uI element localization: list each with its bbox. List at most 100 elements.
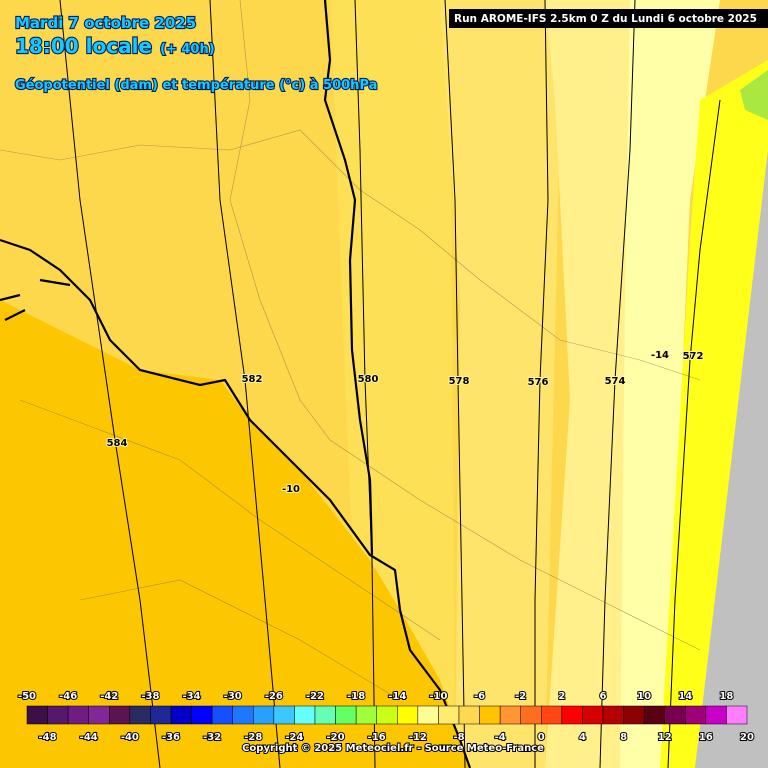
color-swatch [26, 705, 48, 725]
color-swatch [355, 705, 377, 725]
color-swatch [499, 705, 521, 725]
color-swatch [211, 705, 233, 725]
field-band [620, 0, 720, 768]
scale-label: -8 [453, 732, 464, 743]
scale-label: -46 [59, 691, 77, 702]
country-border [0, 238, 472, 768]
scale-label: -26 [265, 691, 283, 702]
run-box [449, 9, 768, 28]
color-swatch [170, 705, 192, 725]
color-swatch [67, 705, 89, 725]
scale-label: -14 [388, 691, 406, 702]
color-swatch [47, 705, 69, 725]
scale-label: -28 [244, 732, 262, 743]
scale-label: 20 [740, 732, 754, 743]
contour-label: 582 [242, 374, 263, 385]
color-scale: -50-48-46-44-42-40-38-36-34-32-30-28-26-… [17, 690, 755, 744]
contour-label: -10 [282, 484, 300, 495]
scale-label: -4 [495, 732, 506, 743]
country-border [323, 0, 374, 556]
scale-label: 16 [699, 732, 713, 743]
isoline [354, 0, 376, 768]
contour-label: 576 [528, 377, 549, 388]
color-swatch [705, 705, 727, 725]
scale-label: -10 [429, 691, 447, 702]
scale-label: -50 [18, 691, 36, 702]
color-swatch [479, 705, 501, 725]
isoline [667, 99, 721, 768]
scale-label: -38 [141, 691, 159, 702]
isoline [209, 0, 281, 768]
color-swatch [150, 705, 172, 725]
color-swatch [541, 705, 563, 725]
copyright: Copyright © 2025 Meteociel.fr - Source M… [242, 743, 544, 754]
contour-label: 584 [107, 438, 128, 449]
color-swatch [582, 705, 604, 725]
scale-label: -16 [368, 732, 386, 743]
scale-label: -20 [327, 732, 345, 743]
scale-label: 6 [600, 691, 607, 702]
scale-label: 0 [538, 732, 545, 743]
color-swatch [191, 705, 213, 725]
scale-label: -30 [224, 691, 242, 702]
region-line [79, 579, 401, 701]
scale-label: -2 [515, 691, 526, 702]
coast [0, 278, 71, 321]
color-swatch [417, 705, 439, 725]
scale-label: -42 [100, 691, 118, 702]
color-swatch [129, 705, 151, 725]
scale-label: 14 [678, 691, 692, 702]
color-swatch [376, 705, 398, 725]
time: 18:00 locale [15, 34, 152, 58]
color-swatch [643, 705, 665, 725]
field-name: Géopotentiel (dam) et température (°c) à… [15, 78, 377, 93]
color-swatch [232, 705, 254, 725]
scale-label: -44 [80, 732, 98, 743]
scale-label: -12 [409, 732, 427, 743]
isoline [534, 0, 549, 768]
color-swatch [520, 705, 542, 725]
color-swatch [109, 705, 131, 725]
isoline [444, 0, 466, 768]
run-info: Run AROME-IFS 2.5km 0 Z du Lundi 6 octob… [454, 13, 757, 25]
scale-label: -18 [347, 691, 365, 702]
scale-label: 4 [579, 732, 586, 743]
color-swatch [294, 705, 316, 725]
color-swatch [438, 705, 460, 725]
region-line [0, 129, 701, 381]
color-swatch [685, 705, 707, 725]
field-band [440, 0, 560, 768]
field-band [545, 0, 635, 768]
contour-label: 574 [605, 376, 626, 387]
color-swatch [623, 705, 645, 725]
color-swatch [314, 705, 336, 725]
scale-label: -24 [285, 732, 303, 743]
contour-label: 572 [683, 351, 704, 362]
contour-label: 578 [449, 376, 470, 387]
color-swatch [561, 705, 583, 725]
color-swatch [458, 705, 480, 725]
scale-label: 12 [658, 732, 672, 743]
contour-label: -14 [651, 350, 669, 361]
lead-time: (+ 40h) [160, 42, 215, 57]
color-swatch [253, 705, 275, 725]
scale-label: -6 [474, 691, 485, 702]
field-band [740, 70, 768, 120]
isoline [599, 0, 636, 768]
out-of-domain [695, 150, 768, 768]
color-swatch [88, 705, 110, 725]
color-swatch [335, 705, 357, 725]
color-swatch [273, 705, 295, 725]
isoline [59, 0, 161, 768]
field-warm [0, 300, 470, 768]
scale-label: -34 [183, 691, 201, 702]
region-line [229, 0, 701, 651]
color-swatch [397, 705, 419, 725]
color-swatch [726, 705, 748, 725]
scale-label: -36 [162, 732, 180, 743]
field-band [660, 60, 768, 768]
region-line [19, 399, 441, 641]
scale-label: 2 [558, 691, 565, 702]
scale-label: -40 [121, 732, 139, 743]
